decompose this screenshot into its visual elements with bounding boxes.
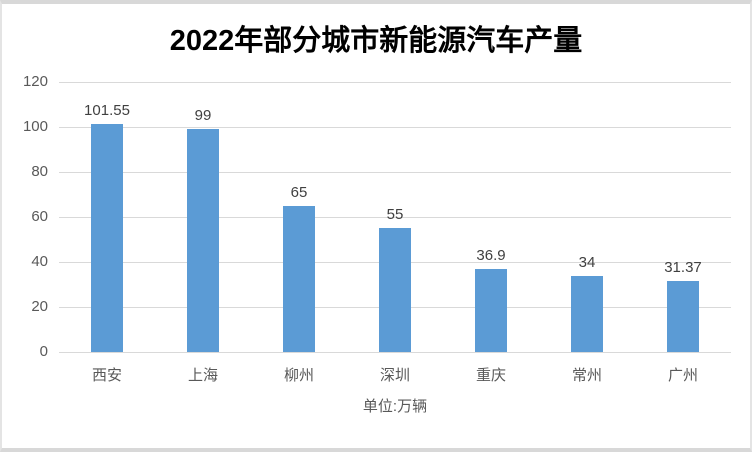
data-label-常州: 34 xyxy=(578,253,596,271)
bar-西安 xyxy=(91,123,123,352)
y-tick-label-0: 0 xyxy=(39,343,48,360)
bar-常州 xyxy=(571,275,603,352)
y-tick-label-100: 100 xyxy=(22,118,48,135)
x-tick-label-上海: 上海 xyxy=(187,367,218,384)
data-label-重庆: 36.9 xyxy=(476,246,506,264)
y-tick-label-80: 80 xyxy=(31,163,48,180)
bar-重庆 xyxy=(475,268,507,352)
y-tick-label-20: 20 xyxy=(31,298,48,315)
x-tick-label-柳州: 柳州 xyxy=(283,367,314,384)
data-label-上海: 99 xyxy=(194,107,212,125)
data-label-柳州: 65 xyxy=(290,183,308,201)
x-tick-label-深圳: 深圳 xyxy=(379,367,410,384)
gridline-y-0 xyxy=(59,351,731,353)
chart-title: 2022年部分城市新能源汽车产量 xyxy=(169,25,583,57)
plot-area: 101.55 99 65 55 36.9 34 31.37 xyxy=(59,81,731,353)
bar-上海 xyxy=(187,129,219,352)
unit-label: 单位:万辆 xyxy=(362,398,428,415)
bar-深圳 xyxy=(379,228,411,352)
y-tick-label-40: 40 xyxy=(31,253,48,270)
gridline-y-100 xyxy=(59,126,731,128)
y-tick-label-120: 120 xyxy=(22,73,48,90)
x-tick-label-广州: 广州 xyxy=(667,367,698,384)
x-tick-label-常州: 常州 xyxy=(571,367,602,384)
gridline-y-120 xyxy=(59,81,731,83)
gridline-y-60 xyxy=(59,216,731,218)
data-label-广州: 31.37 xyxy=(664,259,702,277)
x-tick-label-重庆: 重庆 xyxy=(475,367,506,384)
y-tick-label-60: 60 xyxy=(31,208,48,225)
data-label-西安: 101.55 xyxy=(84,101,130,119)
x-tick-label-西安: 西安 xyxy=(91,367,122,384)
data-label-深圳: 55 xyxy=(386,206,404,224)
bar-广州 xyxy=(667,281,699,352)
bar-柳州 xyxy=(283,205,315,352)
gridline-y-80 xyxy=(59,171,731,173)
